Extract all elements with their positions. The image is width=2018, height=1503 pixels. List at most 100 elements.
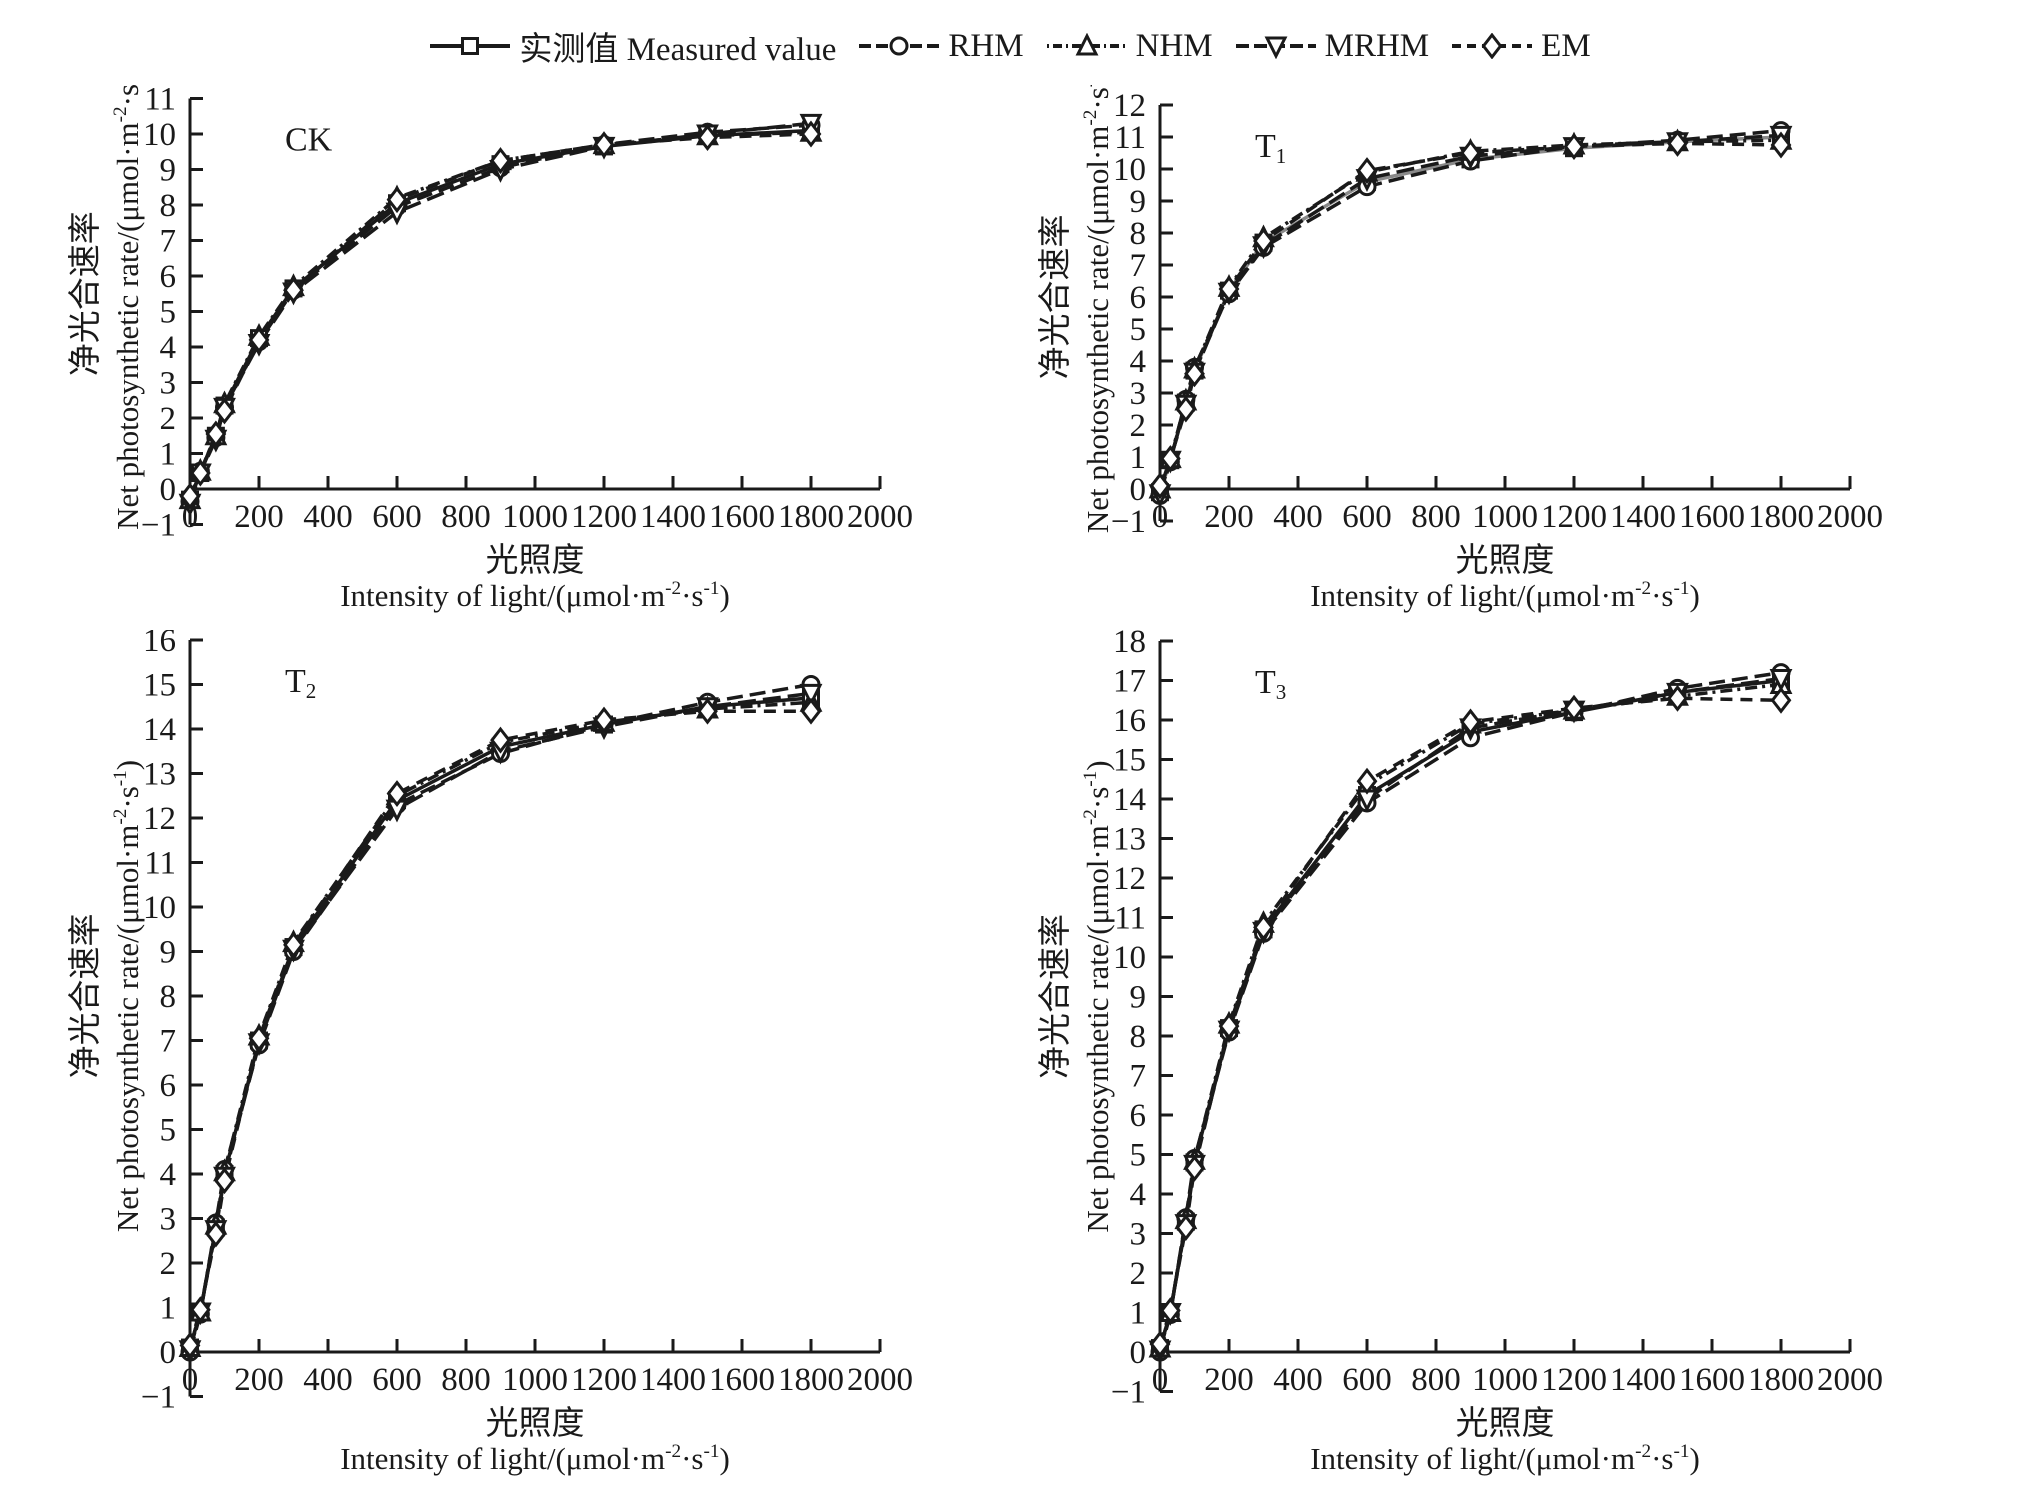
svg-text:6: 6 bbox=[160, 1068, 177, 1104]
svg-text:−1: −1 bbox=[1111, 504, 1146, 540]
legend-item-mrhm: MRHM bbox=[1233, 28, 1429, 65]
svg-text:16: 16 bbox=[1113, 703, 1146, 739]
svg-text:净光合速率: 净光合速率 bbox=[67, 211, 104, 376]
svg-text:600: 600 bbox=[372, 1362, 422, 1398]
svg-text:3: 3 bbox=[1130, 376, 1147, 412]
svg-text:11: 11 bbox=[1114, 901, 1146, 937]
svg-text:600: 600 bbox=[1342, 499, 1392, 535]
svg-text:T2: T2 bbox=[285, 663, 316, 703]
svg-text:200: 200 bbox=[1204, 499, 1254, 535]
svg-text:1800: 1800 bbox=[1748, 1362, 1814, 1398]
svg-text:11: 11 bbox=[144, 846, 176, 882]
svg-text:Intensity of light/(μmol·m-2·s: Intensity of light/(μmol·m-2·s-1) bbox=[340, 1441, 730, 1476]
svg-text:5: 5 bbox=[160, 1113, 177, 1149]
svg-text:1200: 1200 bbox=[571, 499, 637, 535]
svg-text:8: 8 bbox=[160, 979, 177, 1015]
legend-label: EM bbox=[1541, 27, 1591, 64]
svg-text:9: 9 bbox=[1130, 184, 1147, 220]
svg-text:2000: 2000 bbox=[1817, 499, 1883, 535]
svg-text:0: 0 bbox=[1152, 1362, 1169, 1398]
svg-text:1200: 1200 bbox=[1541, 499, 1607, 535]
svg-text:光照度: 光照度 bbox=[1456, 542, 1555, 579]
svg-text:800: 800 bbox=[441, 1362, 491, 1398]
svg-text:12: 12 bbox=[1113, 861, 1146, 897]
svg-text:400: 400 bbox=[1273, 1362, 1323, 1398]
svg-text:1: 1 bbox=[160, 1291, 177, 1327]
svg-text:1400: 1400 bbox=[640, 1362, 706, 1398]
svg-text:200: 200 bbox=[1204, 1362, 1254, 1398]
svg-text:−1: −1 bbox=[141, 508, 176, 544]
svg-text:1800: 1800 bbox=[778, 1362, 844, 1398]
svg-text:2: 2 bbox=[1130, 1256, 1147, 1292]
svg-text:Intensity of light/(μmol·m-2·s: Intensity of light/(μmol·m-2·s-1) bbox=[1310, 578, 1700, 613]
svg-text:1: 1 bbox=[1130, 1296, 1147, 1332]
svg-text:15: 15 bbox=[143, 668, 176, 704]
svg-text:3: 3 bbox=[160, 366, 177, 402]
svg-text:Net photosynthetic rate/(μmol·: Net photosynthetic rate/(μmol·m-2·s-1) bbox=[1080, 85, 1115, 533]
svg-text:T3: T3 bbox=[1255, 664, 1286, 704]
legend-item-nhm: NHM bbox=[1044, 28, 1213, 65]
svg-text:10: 10 bbox=[143, 117, 176, 153]
svg-text:5: 5 bbox=[160, 295, 177, 331]
svg-text:8: 8 bbox=[1130, 1019, 1147, 1055]
svg-text:2000: 2000 bbox=[1817, 1362, 1883, 1398]
svg-text:−1: −1 bbox=[141, 1380, 176, 1416]
svg-text:1400: 1400 bbox=[640, 499, 706, 535]
svg-text:14: 14 bbox=[1113, 782, 1146, 818]
legend-label: RHM bbox=[948, 27, 1024, 64]
legend-sample-mrhm-line-icon bbox=[1235, 36, 1316, 59]
svg-text:400: 400 bbox=[303, 499, 353, 535]
svg-text:6: 6 bbox=[1130, 280, 1147, 316]
svg-text:2: 2 bbox=[1130, 408, 1147, 444]
legend-item-measured: 实测值 Measured value bbox=[427, 22, 836, 70]
svg-text:1400: 1400 bbox=[1610, 499, 1676, 535]
legend-label: 实测值 Measured value bbox=[519, 32, 837, 68]
svg-text:1: 1 bbox=[1130, 440, 1147, 476]
legend-sample-measured-line-icon bbox=[430, 37, 511, 55]
svg-text:2: 2 bbox=[160, 401, 177, 437]
svg-text:0: 0 bbox=[1130, 472, 1147, 508]
svg-text:2: 2 bbox=[160, 1246, 177, 1282]
svg-text:1800: 1800 bbox=[778, 499, 844, 535]
legend-sample-nhm-line-icon bbox=[1046, 33, 1127, 56]
svg-text:0: 0 bbox=[1152, 499, 1169, 535]
svg-text:13: 13 bbox=[1113, 822, 1146, 858]
svg-text:10: 10 bbox=[1113, 940, 1146, 976]
svg-text:200: 200 bbox=[234, 1362, 284, 1398]
svg-text:9: 9 bbox=[1130, 980, 1147, 1016]
svg-text:17: 17 bbox=[1113, 664, 1146, 700]
svg-text:CK: CK bbox=[285, 122, 333, 159]
svg-text:10: 10 bbox=[1113, 152, 1146, 188]
svg-text:11: 11 bbox=[1114, 120, 1146, 156]
svg-text:9: 9 bbox=[160, 935, 177, 971]
svg-text:1200: 1200 bbox=[571, 1362, 637, 1398]
svg-text:0: 0 bbox=[160, 472, 177, 508]
svg-text:Net photosynthetic rate/(μmol·: Net photosynthetic rate/(μmol·m-2·s-1) bbox=[110, 760, 145, 1232]
svg-text:800: 800 bbox=[1411, 499, 1461, 535]
svg-text:净光合速率: 净光合速率 bbox=[67, 914, 104, 1079]
svg-text:−1: −1 bbox=[1111, 1375, 1146, 1411]
legend-sample-rhm-line-icon bbox=[859, 36, 940, 56]
svg-text:800: 800 bbox=[441, 499, 491, 535]
svg-text:600: 600 bbox=[1342, 1362, 1392, 1398]
svg-text:Intensity of light/(μmol·m-2·s: Intensity of light/(μmol·m-2·s-1) bbox=[1310, 1441, 1700, 1476]
svg-text:14: 14 bbox=[143, 712, 176, 748]
legend-item-rhm: RHM bbox=[856, 27, 1024, 65]
legend-label: NHM bbox=[1135, 27, 1213, 64]
legend-item-em: EM bbox=[1449, 28, 1591, 65]
svg-text:4: 4 bbox=[160, 1157, 177, 1193]
svg-text:1600: 1600 bbox=[1679, 1362, 1745, 1398]
svg-text:3: 3 bbox=[1130, 1217, 1147, 1253]
svg-text:16: 16 bbox=[143, 630, 176, 659]
svg-text:1000: 1000 bbox=[502, 1362, 568, 1398]
svg-text:400: 400 bbox=[303, 1362, 353, 1398]
svg-text:800: 800 bbox=[1411, 1362, 1461, 1398]
svg-text:200: 200 bbox=[234, 499, 284, 535]
svg-text:5: 5 bbox=[1130, 1138, 1147, 1174]
svg-text:12: 12 bbox=[143, 801, 176, 837]
